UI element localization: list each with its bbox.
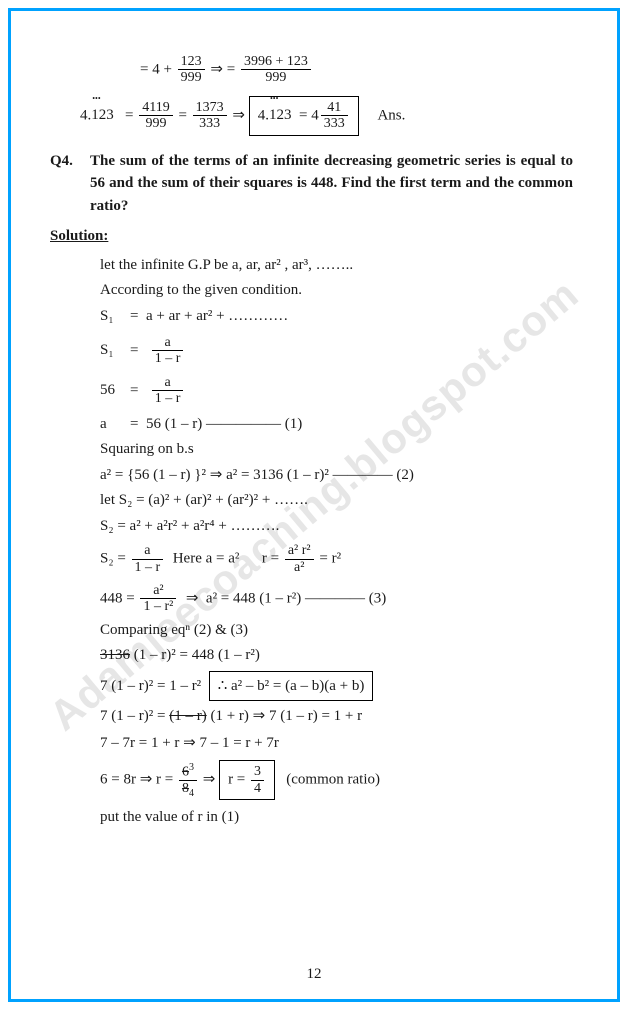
line-3: S₁= a + ar + ar² + ………… (100, 305, 578, 328)
line-13: Comparing eqⁿ (2) & (3) (100, 619, 578, 642)
equation-1: = 4 + 123999 ⇒ = 3996 + 123999 (140, 54, 578, 86)
line-2: According to the given condition. (100, 279, 578, 302)
line-14: 3136 (1 – r)² = 448 (1 – r²) (100, 644, 578, 667)
page-number: 12 (307, 963, 322, 986)
solution-heading: Solution: (50, 225, 578, 248)
equation-2: 4.123 = 4119999 = 1373333 ⇒ 4.123 = 4413… (80, 96, 578, 136)
line-11: S₂ = a1 – r Here a = a² r = a² r²a² = r² (100, 543, 578, 575)
line-10: S₂ = a² + a²r² + a²r⁴ + ………. (100, 515, 578, 538)
line-12: 448 = a²1 – r² ⇒ a² = 448 (1 – r²) ———— … (100, 583, 578, 615)
line-8: a² = {56 (1 – r) }² ⇒ a² = 3136 (1 – r)²… (100, 464, 578, 487)
line-19: put the value of r in (1) (100, 806, 578, 829)
line-17: 7 – 7r = 1 + r ⇒ 7 – 1 = r + 7r (100, 732, 578, 755)
line-9: let S₂ = (a)² + (ar)² + (ar²)² + ……. (100, 489, 578, 512)
line-5: 56= a1 – r (100, 375, 578, 407)
question-4: Q4.The sum of the terms of an infinite d… (50, 150, 578, 218)
line-15: 7 (1 – r)² = 1 – r² ∴ a² – b² = (a – b)(… (100, 671, 578, 702)
line-16: 7 (1 – r)² = (1 – r) (1 + r) ⇒ 7 (1 – r)… (100, 705, 578, 728)
line-18: 6 = 8r ⇒ r = 6384 ⇒ r = 34 (common ratio… (100, 760, 578, 800)
line-6: a= 56 (1 – r) ————— (1) (100, 413, 578, 436)
line-7: Squaring on b.s (100, 438, 578, 461)
line-1: let the infinite G.P be a, ar, ar² , ar³… (100, 254, 578, 277)
line-4: S₁= a1 – r (100, 335, 578, 367)
